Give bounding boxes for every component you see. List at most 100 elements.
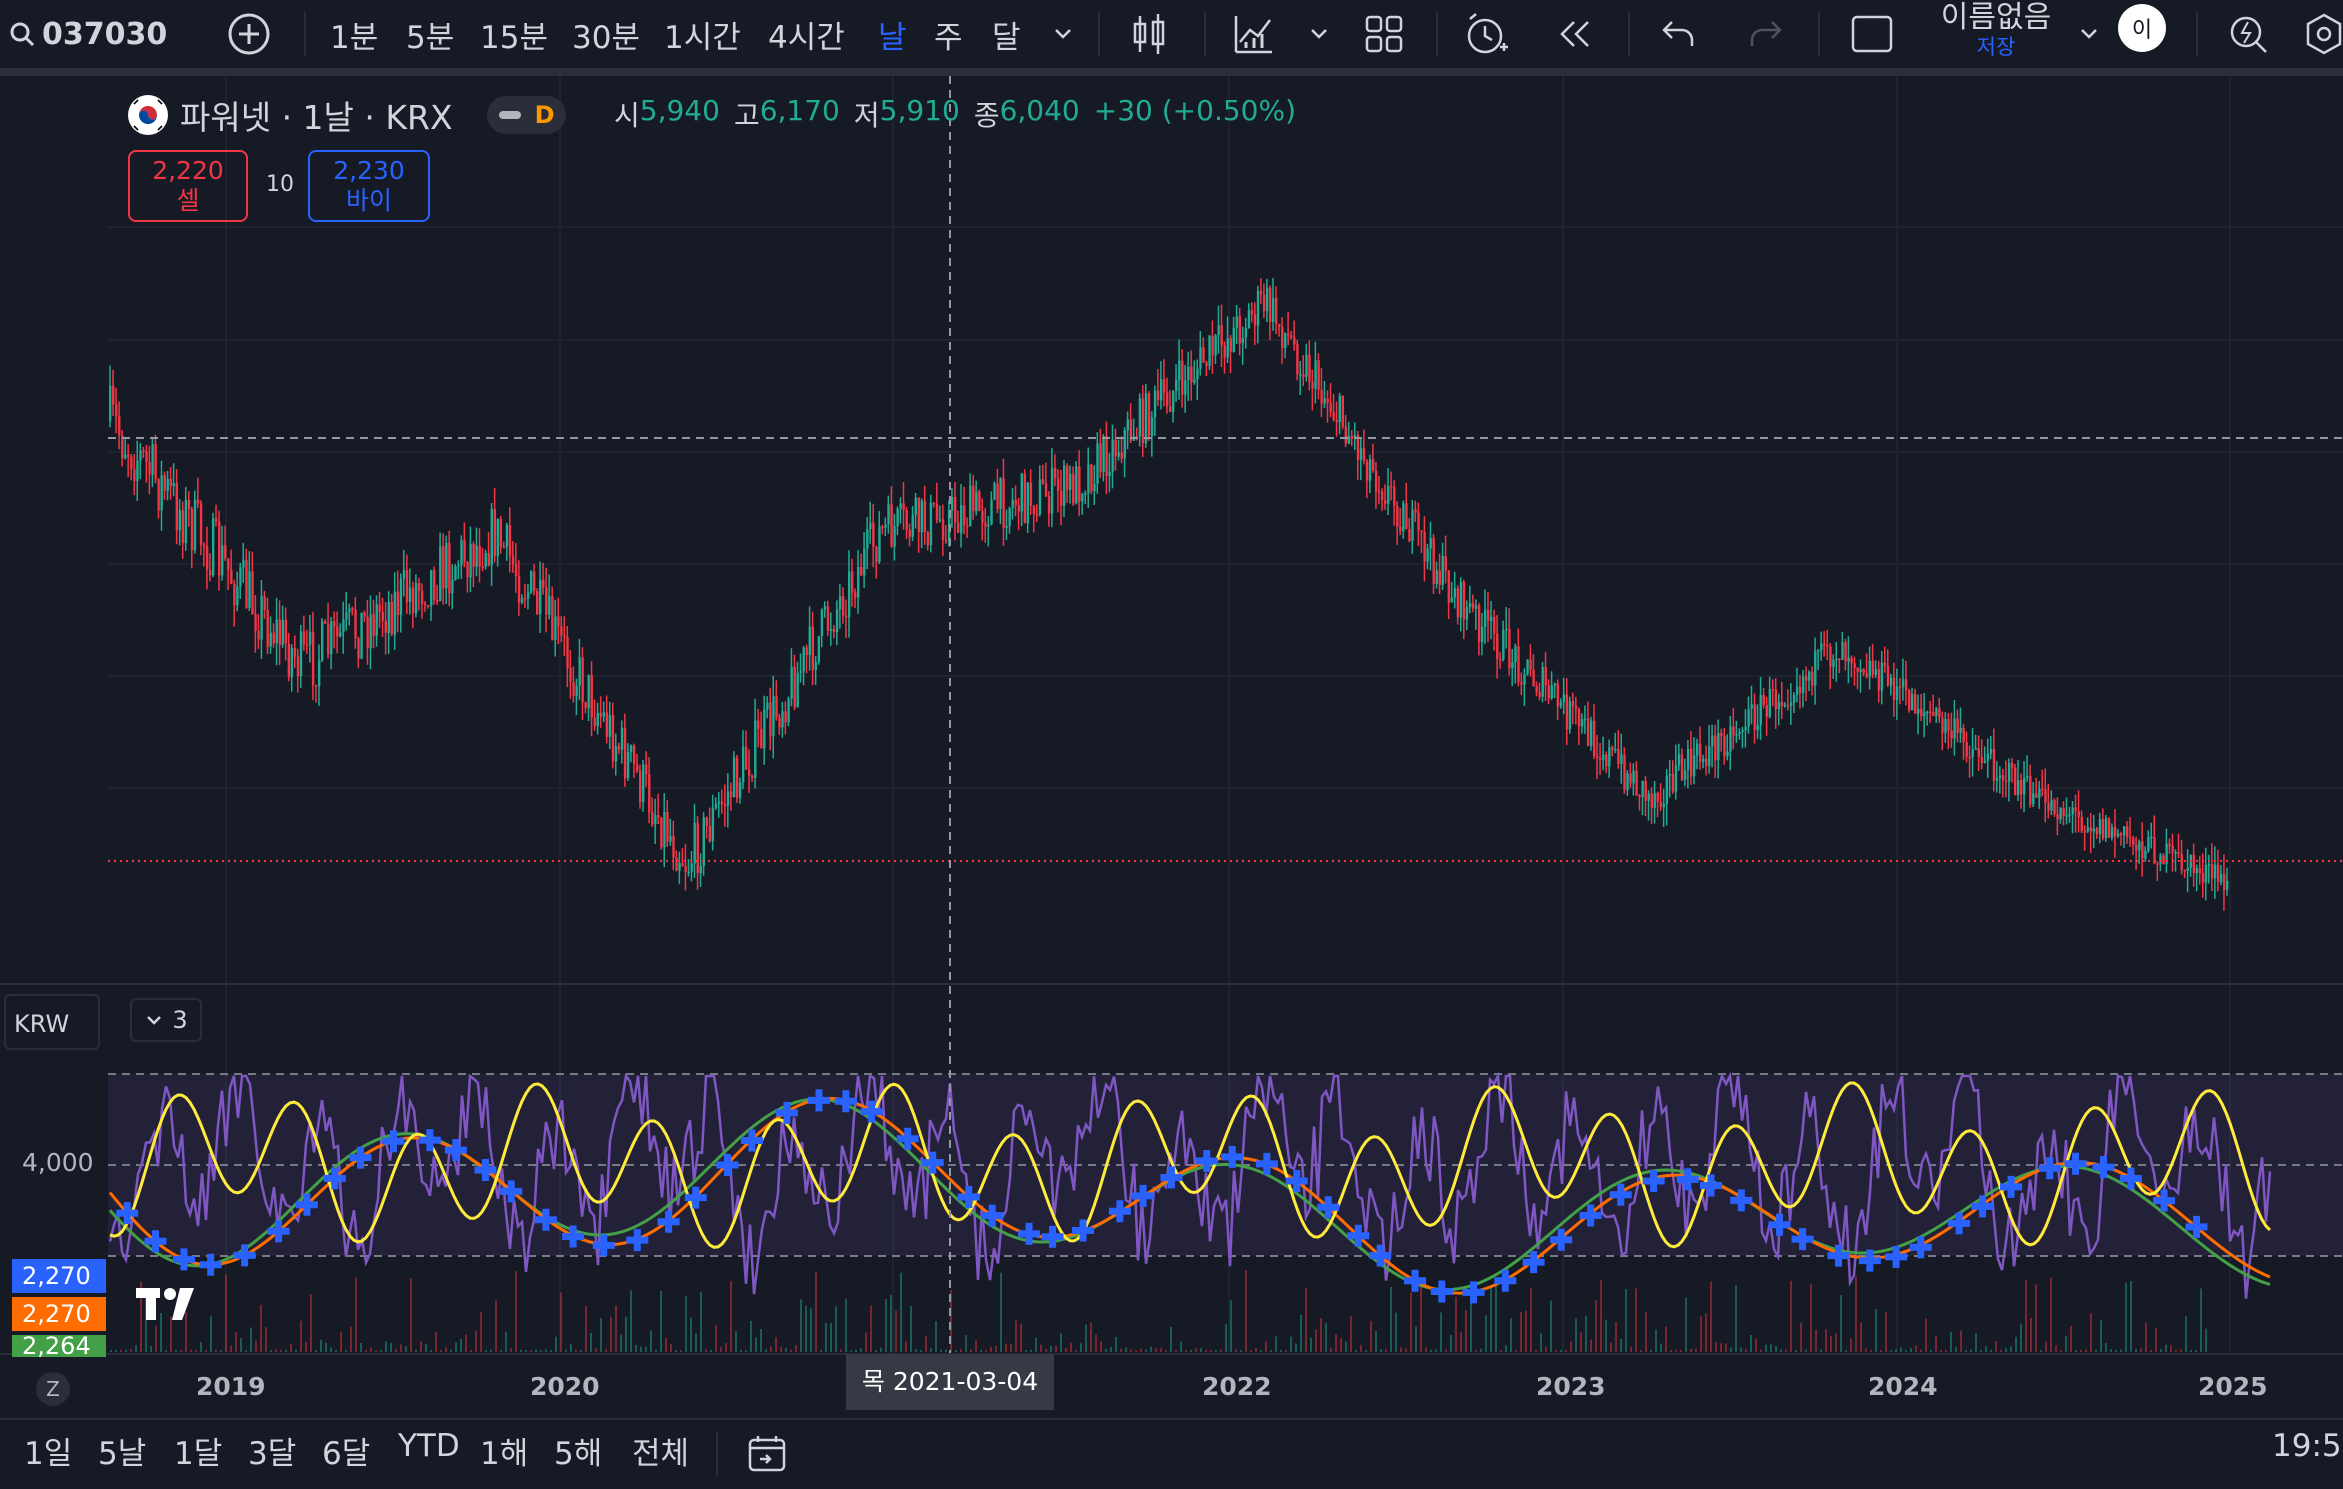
volume-bar: [495, 1300, 497, 1352]
replay-button[interactable]: [1556, 8, 1596, 60]
volume-bar: [2120, 1349, 2122, 1352]
candle-body: [1520, 682, 1523, 685]
chart-type-button[interactable]: [1130, 8, 1170, 60]
range-6m[interactable]: 6달: [322, 1436, 371, 1472]
volume-bar: [710, 1349, 712, 1352]
interval-month[interactable]: 달: [992, 19, 1021, 56]
volume-bar: [580, 1349, 582, 1352]
range-all[interactable]: 전체: [632, 1436, 690, 1472]
candle-body: [1332, 412, 1335, 420]
layout-dropdown[interactable]: [2076, 8, 2102, 60]
quick-search-button[interactable]: [2226, 8, 2270, 60]
candle-body: [1066, 465, 1069, 491]
candle-body: [1281, 327, 1284, 348]
candle-body: [166, 478, 169, 491]
candle-body: [1692, 755, 1696, 777]
volume-bar: [570, 1343, 572, 1352]
undo-button[interactable]: [1660, 8, 1698, 60]
range-3m[interactable]: 3달: [248, 1436, 297, 1472]
candle-body: [1038, 479, 1042, 515]
interval-1h[interactable]: 1시간: [664, 19, 741, 56]
interval-5m[interactable]: 5분: [406, 19, 455, 56]
add-symbol-button[interactable]: [226, 8, 272, 60]
candle-body: [645, 764, 648, 775]
range-1m[interactable]: 1달: [174, 1436, 223, 1472]
indicators-dropdown[interactable]: [1306, 8, 1332, 60]
interval-week[interactable]: 주: [934, 19, 963, 56]
candle-body: [1144, 393, 1148, 444]
layout-button[interactable]: [1850, 8, 1894, 60]
volume-bar: [230, 1345, 232, 1352]
candle-body: [1053, 467, 1057, 479]
currency-badge[interactable]: KRW: [4, 994, 100, 1050]
interval-1m[interactable]: 1분: [330, 19, 379, 56]
candle-body: [511, 556, 515, 565]
market-status-badge[interactable]: D: [486, 96, 567, 134]
candle-body: [1523, 674, 1526, 685]
interval-dropdown[interactable]: [1050, 8, 1076, 60]
volume-bar: [1710, 1281, 1712, 1352]
sell-button[interactable]: 2,220 셀: [128, 150, 248, 222]
candle-body: [378, 604, 381, 612]
settings-button[interactable]: [2304, 8, 2343, 60]
candle-body: [2183, 869, 2186, 872]
symbol-search[interactable]: 037030: [8, 8, 167, 60]
candle-body: [163, 475, 166, 491]
range-ytd[interactable]: YTD: [398, 1428, 460, 1464]
candle-body: [2165, 843, 2168, 864]
candle-body: [2032, 793, 2035, 805]
candle-body: [702, 817, 705, 866]
candle-body: [127, 454, 130, 457]
z-button[interactable]: Z: [36, 1372, 70, 1406]
candle-body: [433, 570, 436, 601]
chart-canvas[interactable]: [0, 76, 2343, 1418]
range-1d[interactable]: 1일: [24, 1436, 73, 1472]
candle-body: [1653, 792, 1656, 808]
symbol-title[interactable]: 파워넷 · 1날 · KRX: [180, 98, 453, 137]
cross-marker: [1642, 1170, 1665, 1193]
candle-body: [1753, 704, 1756, 730]
go-to-date-button[interactable]: [746, 1432, 790, 1480]
templates-button[interactable]: [1364, 8, 1404, 60]
volume-bar: [975, 1340, 977, 1352]
buy-button[interactable]: 2,230 바이: [308, 150, 430, 222]
avatar[interactable]: 이: [2118, 4, 2166, 52]
interval-4h[interactable]: 4시간: [768, 19, 845, 56]
time-label-2024: 2024: [1868, 1372, 1938, 1401]
redo-button[interactable]: [1746, 8, 1784, 60]
volume-bar: [1110, 1346, 1112, 1352]
candle-body: [799, 671, 802, 673]
interval-15m[interactable]: 15분: [480, 19, 548, 56]
candle-body: [1880, 662, 1884, 691]
pane-collapse-button[interactable]: 3: [130, 998, 202, 1042]
range-5y[interactable]: 5해: [554, 1436, 603, 1472]
volume-bar: [345, 1349, 347, 1352]
range-5d[interactable]: 5날: [98, 1436, 147, 1472]
candle-body: [869, 522, 872, 530]
candle-body: [245, 559, 248, 609]
volume-bar: [985, 1350, 987, 1352]
indicators-button[interactable]: [1232, 8, 1276, 60]
volume-bar: [2045, 1341, 2047, 1352]
volume-bar: [800, 1299, 802, 1352]
volume-bar: [965, 1335, 967, 1352]
volume-bar: [195, 1349, 197, 1352]
interval-30m[interactable]: 30분: [572, 19, 640, 56]
cross-marker: [1676, 1168, 1699, 1191]
plus-circle-icon: [228, 13, 270, 55]
range-1y[interactable]: 1해: [480, 1436, 529, 1472]
candle-body: [1250, 310, 1254, 315]
volume-bar: [215, 1349, 217, 1352]
candle-body: [1202, 347, 1205, 363]
interval-day[interactable]: 날: [878, 19, 907, 56]
layout-name[interactable]: 이름없음 저장: [1928, 0, 2064, 64]
alert-button[interactable]: [1464, 8, 1510, 60]
candle-body: [950, 496, 954, 511]
candle-body: [726, 791, 730, 806]
candle-body: [196, 499, 200, 504]
volume-bar: [370, 1347, 372, 1352]
candle-body: [2198, 868, 2202, 874]
volume-bar: [1400, 1347, 1402, 1352]
top-toolbar: 037030 1분 5분 15분 30분 1시간 4시간 날 주 달: [0, 0, 2343, 76]
volume-bar: [285, 1349, 287, 1352]
